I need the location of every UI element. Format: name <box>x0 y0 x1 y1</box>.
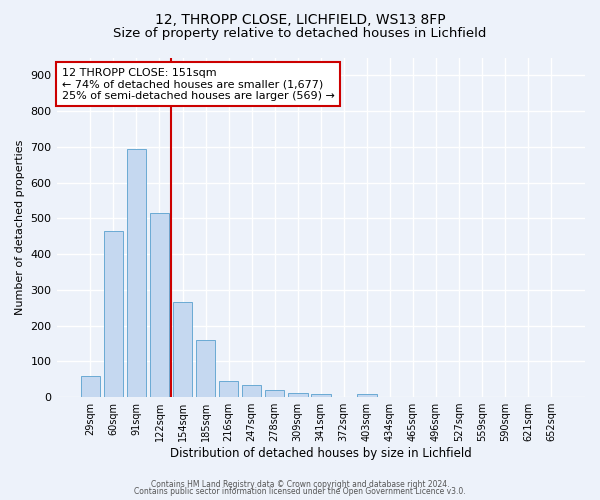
Text: Contains HM Land Registry data © Crown copyright and database right 2024.: Contains HM Land Registry data © Crown c… <box>151 480 449 489</box>
Bar <box>311 394 331 397</box>
Text: Size of property relative to detached houses in Lichfield: Size of property relative to detached ho… <box>113 28 487 40</box>
Bar <box>80 376 100 397</box>
Bar <box>173 302 193 397</box>
Text: 12 THROPP CLOSE: 151sqm
← 74% of detached houses are smaller (1,677)
25% of semi: 12 THROPP CLOSE: 151sqm ← 74% of detache… <box>62 68 335 101</box>
Bar <box>288 393 308 397</box>
Text: 12, THROPP CLOSE, LICHFIELD, WS13 8FP: 12, THROPP CLOSE, LICHFIELD, WS13 8FP <box>155 12 445 26</box>
Bar <box>104 231 123 397</box>
Y-axis label: Number of detached properties: Number of detached properties <box>15 140 25 315</box>
X-axis label: Distribution of detached houses by size in Lichfield: Distribution of detached houses by size … <box>170 447 472 460</box>
Text: Contains public sector information licensed under the Open Government Licence v3: Contains public sector information licen… <box>134 487 466 496</box>
Bar <box>265 390 284 397</box>
Bar <box>127 148 146 397</box>
Bar <box>357 394 377 397</box>
Bar <box>219 381 238 397</box>
Bar <box>196 340 215 397</box>
Bar <box>242 384 262 397</box>
Bar <box>149 213 169 397</box>
